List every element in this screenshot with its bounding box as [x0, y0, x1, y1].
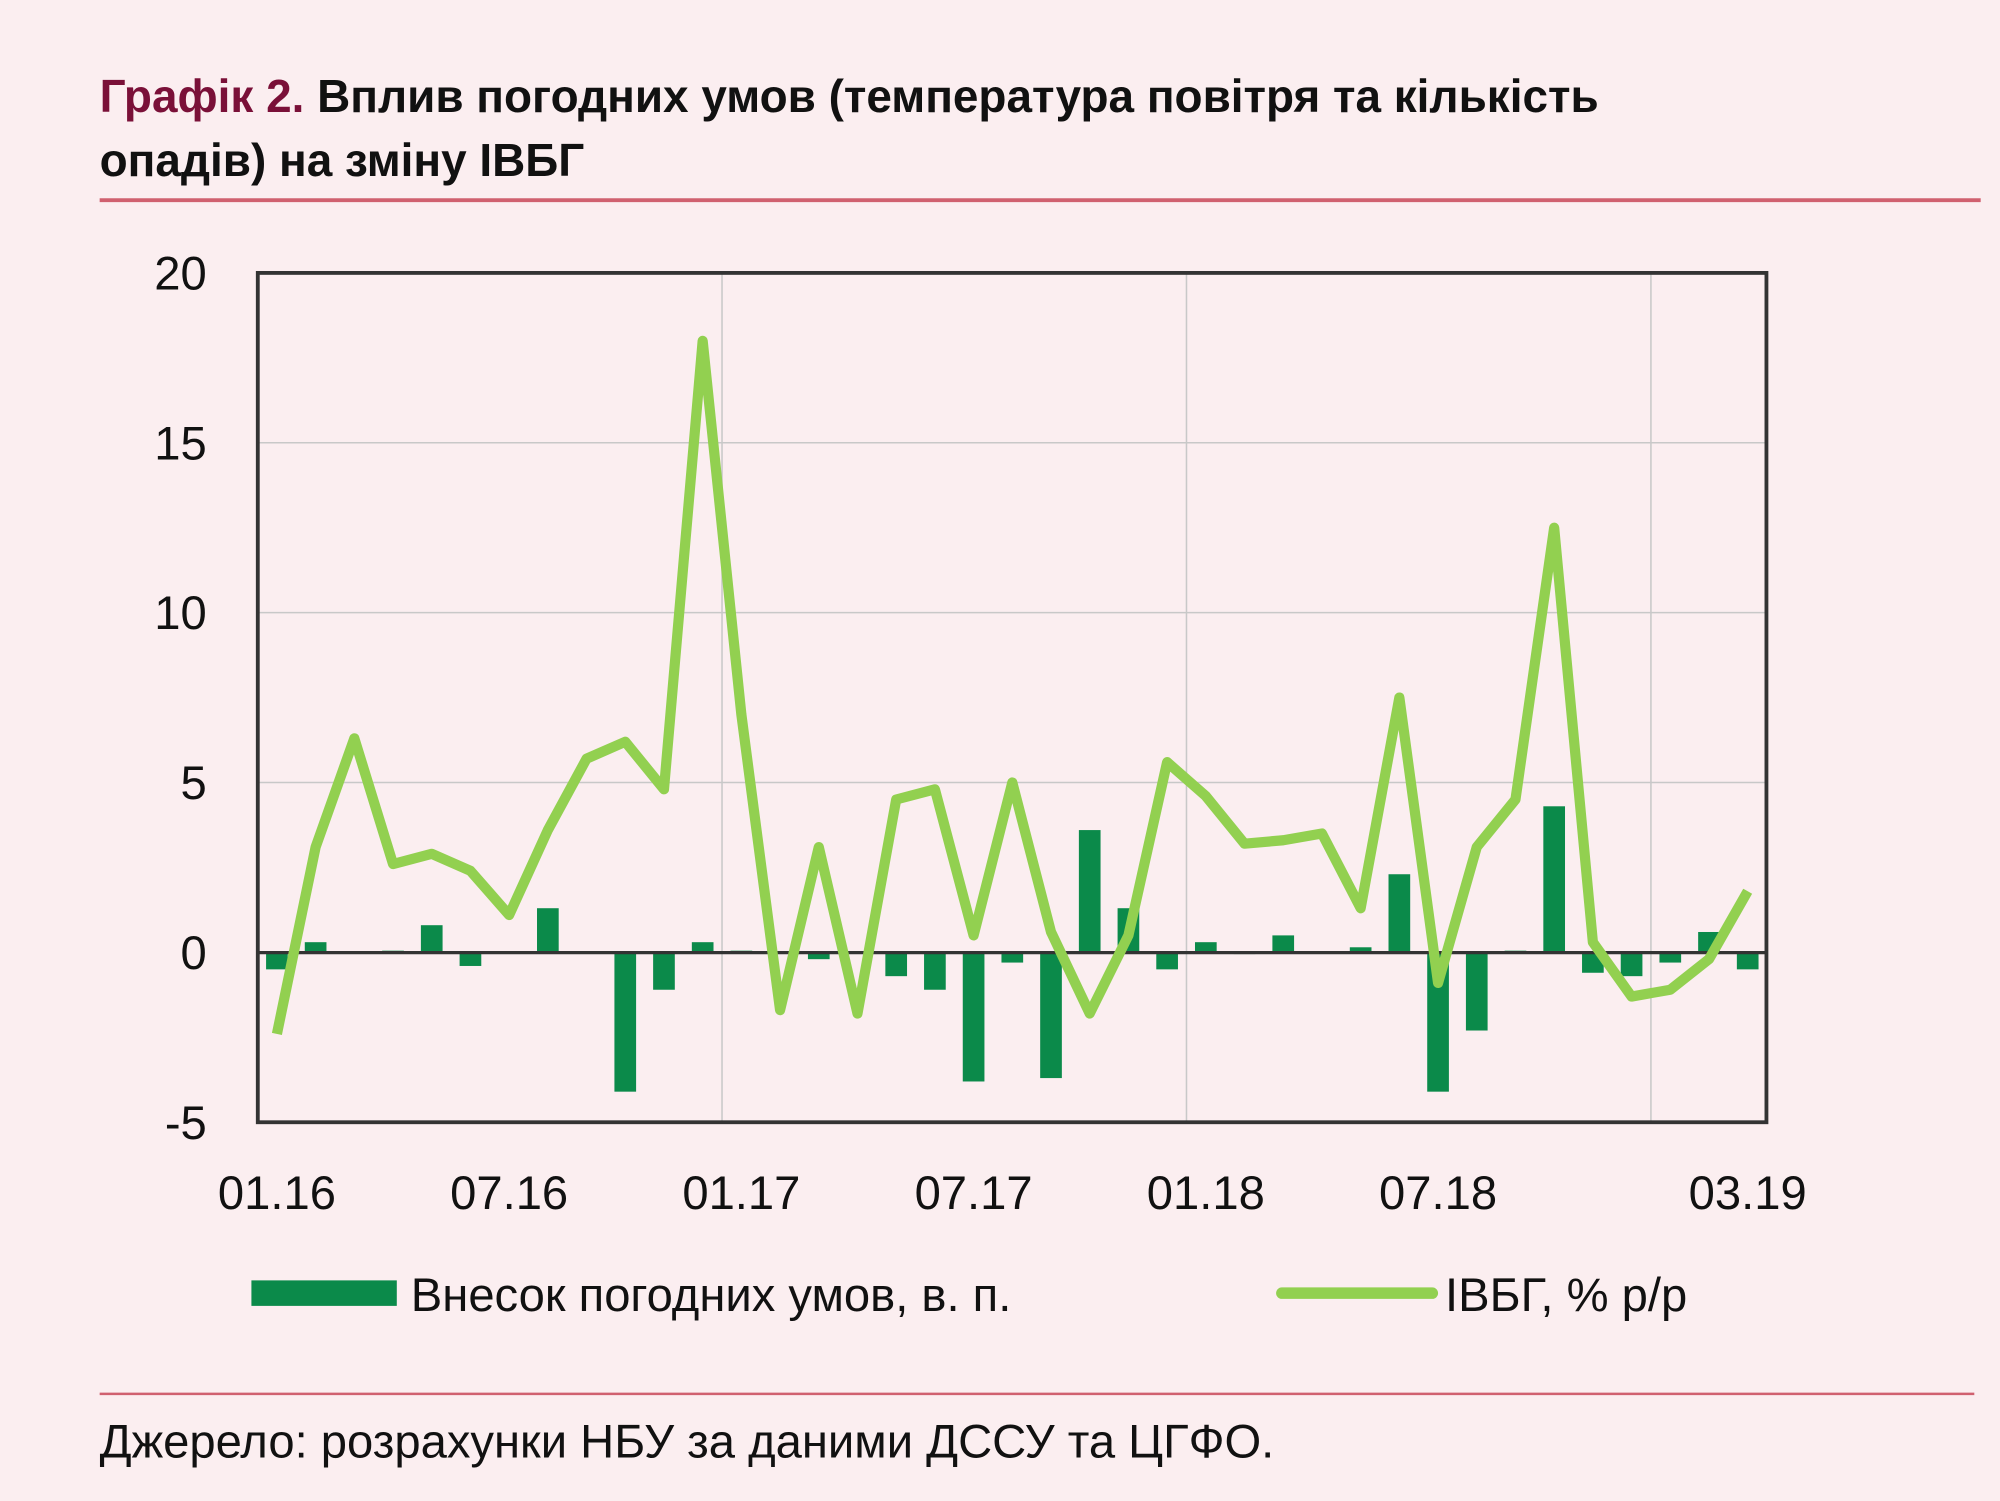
bar-12.17: [1156, 952, 1178, 970]
bar-05.18: [1349, 947, 1372, 953]
x-tick-label: 07.17: [915, 1166, 1033, 1219]
bar-01.19: [1659, 952, 1682, 963]
x-tick-label: 03.19: [1689, 1166, 1807, 1219]
bar-10.16: [614, 952, 637, 1092]
bar-series: [266, 806, 1759, 1092]
bar-05.17: [885, 952, 908, 977]
x-tick-label: 01.17: [682, 1166, 800, 1219]
x-tick-label: 07.16: [450, 1166, 568, 1219]
bar-03.19: [1736, 952, 1759, 970]
x-tick-label: 07.18: [1379, 1166, 1497, 1219]
bar-10.18: [1543, 806, 1566, 953]
y-tick-label: 0: [181, 926, 207, 979]
legend-line-label: ІВБГ, % р/р: [1445, 1268, 1687, 1321]
x-tick-label: 01.16: [218, 1166, 336, 1219]
line-series: [271, 335, 1753, 1035]
bar-12.16: [691, 942, 714, 953]
y-tick-label: 15: [154, 416, 206, 469]
bar-03.18: [1272, 935, 1295, 953]
bar-06.17: [924, 952, 946, 990]
bar-08.18: [1465, 952, 1488, 1031]
bar-07.18: [1427, 952, 1449, 1092]
bar-12.18: [1620, 952, 1643, 977]
bar-08.17: [1001, 952, 1024, 963]
figure-number: Графік 2.: [100, 70, 305, 122]
x-axis-ticks: 01.16 07.16 01.17 07.17 01.18 07.18 03.19: [218, 1166, 1807, 1219]
bar-03.17: [807, 952, 830, 960]
bar-11.16: [653, 952, 675, 990]
bar-09.17: [1040, 952, 1062, 1079]
y-tick-label: 20: [154, 246, 206, 299]
bar-01.18: [1194, 942, 1217, 953]
bar-06.18: [1388, 874, 1411, 953]
legend-bar-swatch: [251, 1280, 397, 1306]
title-text: Вплив погодних умов (температура повітря…: [317, 70, 1599, 122]
y-tick-label: 5: [181, 756, 207, 809]
bar-07.17: [962, 952, 985, 1082]
x-tick-label: 01.18: [1147, 1166, 1265, 1219]
chart-title-line2: опадів) на зміну ІВБГ: [100, 134, 585, 186]
bar-08.16: [537, 908, 559, 953]
bar-06.16: [459, 952, 482, 966]
bar-10.17: [1078, 830, 1101, 953]
y-axis-ticks: 20 15 10 5 0 -5: [154, 246, 206, 1148]
bar-01.16: [266, 952, 288, 970]
plot-frame: [255, 270, 1769, 1125]
gridlines: [257, 272, 1767, 1124]
y-tick-label: -5: [165, 1096, 207, 1149]
legend-bar-label: Внесок погодних умов, в. п.: [411, 1268, 1012, 1321]
source-note: Джерело: розрахунки НБУ за даними ДССУ т…: [100, 1415, 1275, 1468]
bar-05.16: [420, 925, 443, 953]
bar-02.16: [304, 942, 327, 953]
chart-title-line1: Графік 2. Вплив погодних умов (температур…: [100, 70, 1599, 122]
y-tick-label: 10: [154, 586, 206, 639]
